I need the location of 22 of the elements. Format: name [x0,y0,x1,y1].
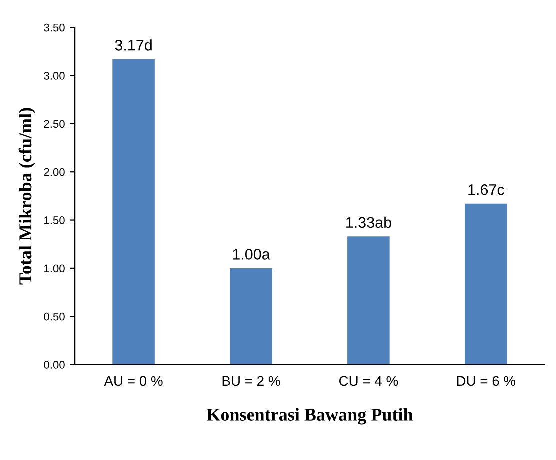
y-tick-label: 1.50 [44,216,65,224]
bar [465,204,508,365]
bar [348,236,390,365]
y-tick-label: 1.00 [44,264,65,273]
y-tick-label: 3.50 [44,24,65,32]
bar [112,59,155,365]
y-tick-label: 2.00 [44,168,65,176]
data-label: 1.33ab [346,216,392,228]
x-tick-label: DU = 6 % [457,376,516,386]
data-label: 1.00a [233,249,270,260]
x-tick-label: BU = 2 % [222,376,280,386]
x-axis-title: Konsentrasi Bawang Putih [206,408,414,425]
y-tick-label: 3.00 [44,72,65,80]
y-tick-label: 2.50 [44,120,65,128]
y-axis-title: Total Mikroba (cfu/ml) [18,108,36,285]
data-label: 1.67c [468,184,504,196]
y-tick-label: 0.00 [44,361,65,369]
data-label: 3.17d [115,40,152,51]
bar [230,268,272,365]
y-tick-label: 0.50 [44,312,65,321]
x-tick-label: CU = 4 % [339,376,398,386]
x-tick-label: AU = 0 % [104,376,163,386]
